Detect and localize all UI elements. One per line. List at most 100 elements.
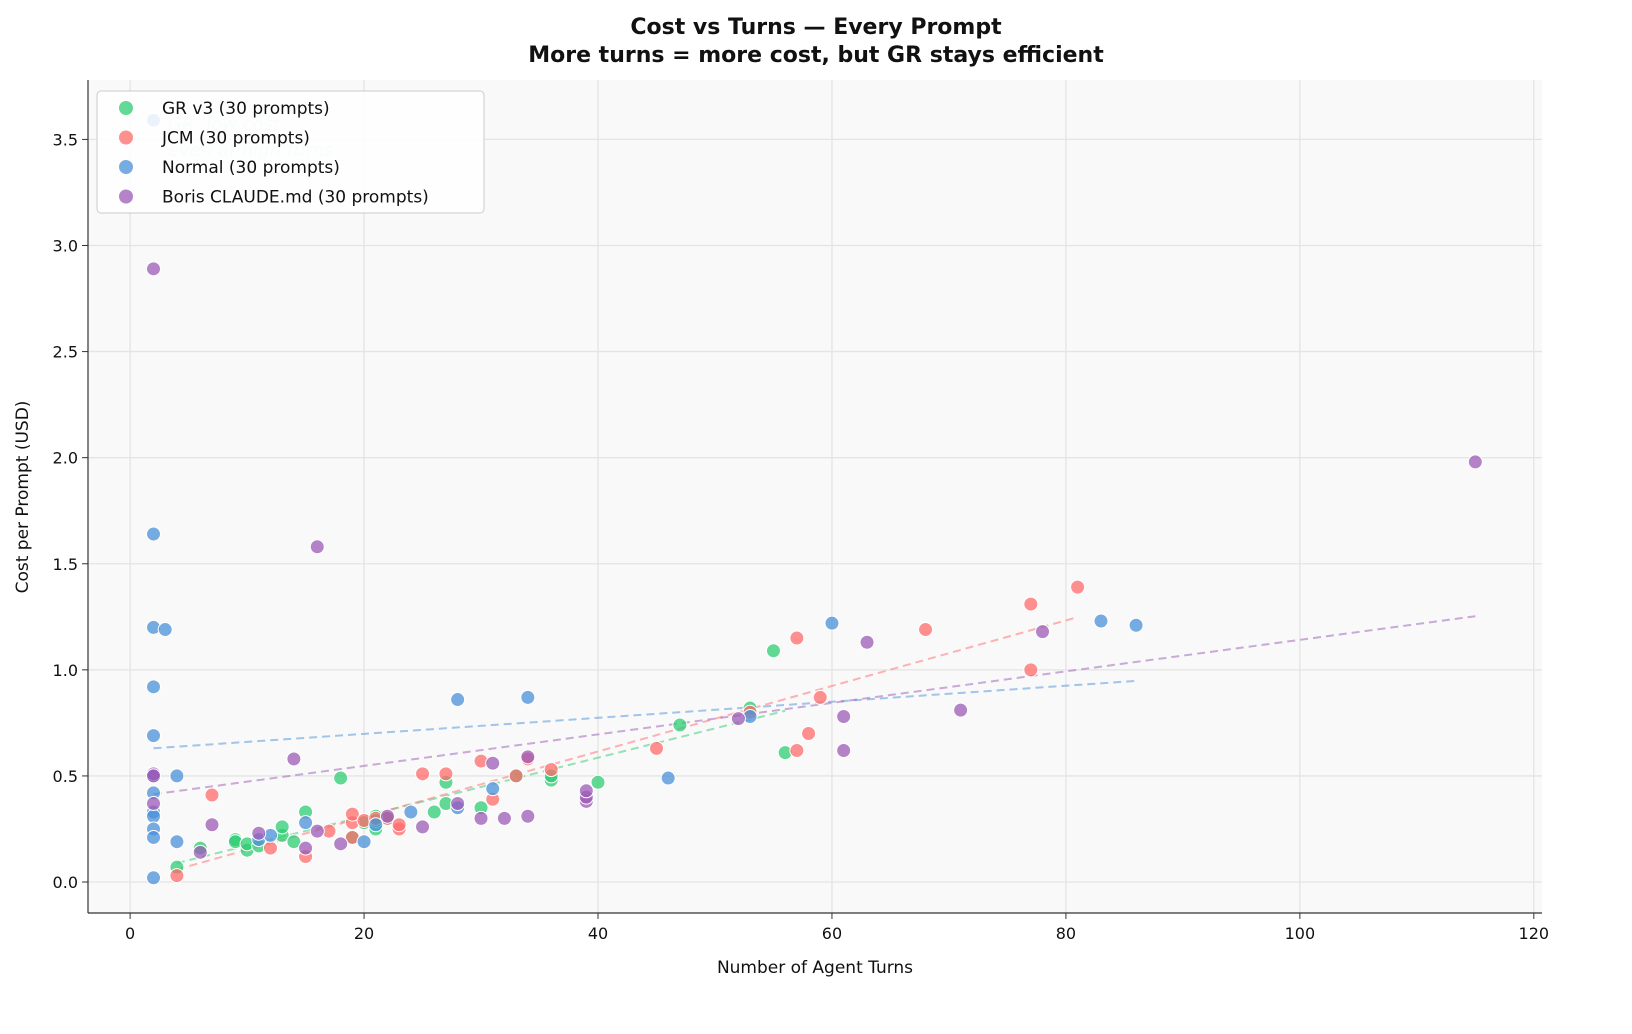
data-point [1023,662,1039,678]
data-point [1093,613,1109,629]
data-point [1035,624,1051,640]
trendline [153,615,1476,796]
data-point [801,725,817,741]
legend-marker [119,101,133,115]
data-point [508,768,524,784]
data-point [146,261,162,277]
data-point [1128,617,1144,633]
data-point [520,749,536,765]
legend-label: Boris CLAUDE.md (30 prompts) [162,188,429,208]
x-tick-label: 0 [125,924,135,943]
legend-marker [119,189,133,204]
y-tick-label: 1.5 [53,555,78,574]
data-point [450,796,466,812]
data-point [520,689,536,705]
x-tick-label: 40 [588,924,608,943]
data-point [286,751,302,767]
data-point [309,823,325,839]
data-point [485,781,501,797]
data-point [204,787,220,803]
data-point [146,829,162,845]
data-point [356,834,372,850]
y-tick-label: 2.0 [53,449,78,468]
data-point [1023,596,1039,612]
data-point [262,840,278,856]
data-point [953,702,969,718]
y-tick-label: 0.0 [53,873,78,892]
data-point [146,768,162,784]
data-point [192,844,208,860]
data-point [765,643,781,659]
data-point [146,679,162,695]
legend-label: GR v3 (30 prompts) [162,99,330,119]
y-tick-label: 1.0 [53,661,78,680]
legend-label: JCM (30 prompts) [161,129,310,149]
data-point [368,817,384,833]
data-point [333,770,349,786]
data-point [824,615,840,631]
y-tick-label: 0.5 [53,767,78,786]
data-point [379,808,395,824]
x-tick-label: 120 [1519,924,1550,943]
legend-label: Normal (30 prompts) [162,158,340,178]
x-tick-label: 60 [822,924,842,943]
ticks: 0 20 40 60 80 100 120 0.0 0.5 1.0 1.5 2.0 2.5 3.0 3.5 [53,130,1550,943]
data-points [146,112,1483,886]
data-point [496,810,512,826]
data-point [473,810,489,826]
legend-box [96,90,485,214]
x-tick-label: 100 [1285,924,1316,943]
data-point [426,804,442,820]
data-point [415,766,431,782]
trendline [153,679,1137,750]
data-point [298,815,314,831]
data-point [543,762,559,778]
data-point [450,692,466,708]
data-point [812,689,828,705]
chart-subtitle: More turns = more cost, but GR stays eff… [528,43,1104,68]
data-point [286,834,302,850]
data-point [859,634,875,650]
data-point [157,622,173,638]
data-point [146,870,162,886]
data-point [590,774,606,790]
data-point [836,709,852,725]
x-tick-label: 20 [354,924,374,943]
data-point [485,755,501,771]
legend-marker [119,130,133,145]
data-point [274,819,290,835]
data-point [169,868,185,884]
data-point [648,740,664,756]
chart-title: Cost vs Turns — Every Prompt [630,15,1002,40]
data-point [146,728,162,744]
data-point [146,526,162,542]
data-point [1070,579,1086,595]
data-point [391,817,407,833]
data-point [169,768,185,784]
data-point [672,717,688,733]
data-point [836,742,852,758]
data-point [438,766,454,782]
legend-marker [119,160,133,174]
data-point [730,711,746,727]
data-point [251,825,267,841]
grid [88,80,1542,913]
data-point [333,836,349,852]
data-point [298,840,314,856]
data-point [146,796,162,812]
x-tick-label: 80 [1056,924,1076,943]
data-point [660,770,676,786]
data-point [918,622,934,638]
data-point [403,804,419,820]
y-tick-label: 3.5 [53,130,78,149]
data-point [344,806,360,822]
y-tick-label: 2.5 [53,343,78,362]
x-axis-label: Number of Agent Turns [717,958,913,978]
data-point [415,819,431,835]
data-point [789,742,805,758]
y-tick-label: 3.0 [53,236,78,255]
data-point [169,834,185,850]
data-point [204,817,220,833]
legend: GR v3 (30 prompts) JCM (30 prompts) Normal… [96,90,485,214]
